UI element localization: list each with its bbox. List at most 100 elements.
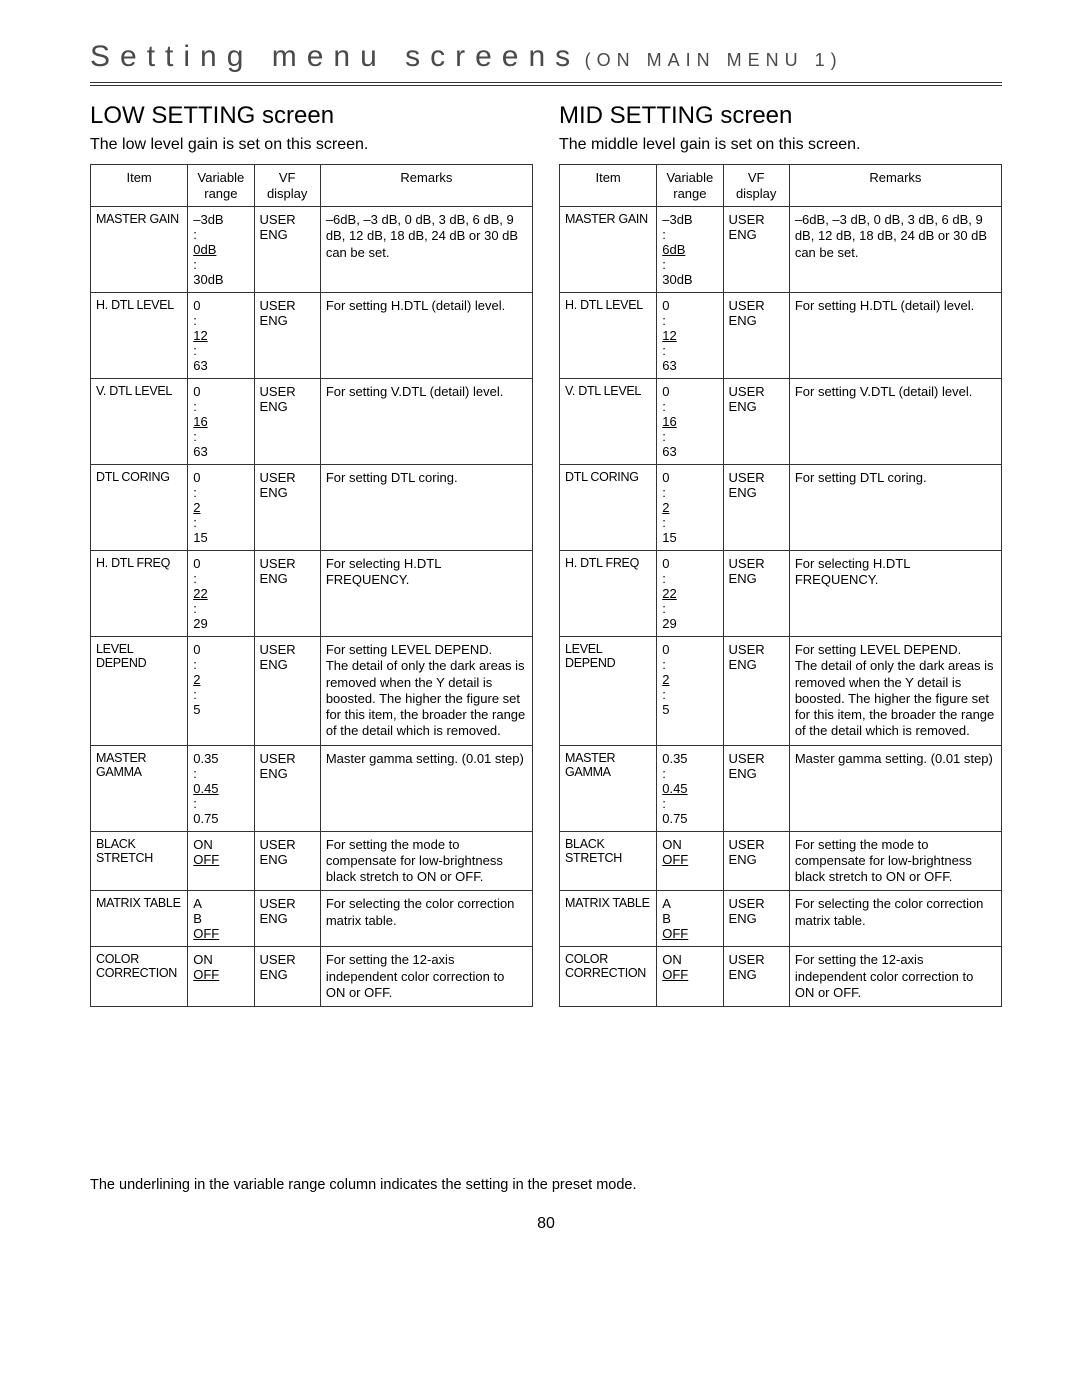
cell-remarks: For selecting the color correction matri… [789,891,1001,947]
cell-vf-display: USERENG [723,465,789,551]
table-row: LEVEL DEPEND0:2:5USERENGFor setting LEVE… [560,637,1002,746]
cell-item: DTL CORING [560,465,657,551]
cell-vf-display: USERENG [723,891,789,947]
cell-remarks: For selecting the color correction matri… [320,891,532,947]
cell-remarks: For setting LEVEL DEPEND.The detail of o… [320,637,532,746]
cell-remarks: For setting H.DTL (detail) level. [789,293,1001,379]
table-row: DTL CORING0:2:15USERENGFor setting DTL c… [560,465,1002,551]
cell-variable-range: 0.35:0.45:0.75 [657,745,723,831]
section-heading: LOW SETTING screen [90,102,533,130]
table-row: MASTER GAIN–3dB:6dB:30dBUSERENG–6dB, –3 … [560,207,1002,293]
table-row: COLOR CORRECTIONONOFFUSERENGFor setting … [91,947,533,1007]
section-desc: The middle level gain is set on this scr… [559,136,1002,154]
cell-remarks: Master gamma setting. (0.01 step) [320,745,532,831]
th-vf-display: VF display [723,165,789,207]
cell-vf-display: USERENG [723,207,789,293]
table-row: MASTER GAMMA0.35:0.45:0.75USERENGMaster … [560,745,1002,831]
cell-remarks: For setting V.DTL (detail) level. [320,379,532,465]
cell-variable-range: 0:16:63 [188,379,254,465]
cell-variable-range: 0.35:0.45:0.75 [188,745,254,831]
cell-remarks: For setting DTL coring. [320,465,532,551]
cell-variable-range: 0:2:5 [657,637,723,746]
cell-remarks: For setting the 12-axis independent colo… [789,947,1001,1007]
cell-vf-display: USERENG [254,465,320,551]
table-row: H. DTL LEVEL0:12:63USERENGFor setting H.… [560,293,1002,379]
cell-item: LEVEL DEPEND [560,637,657,746]
cell-vf-display: USERENG [254,745,320,831]
cell-vf-display: USERENG [254,551,320,637]
cell-variable-range: 0:2:5 [188,637,254,746]
cell-vf-display: USERENG [723,947,789,1007]
table-row: DTL CORING0:2:15USERENGFor setting DTL c… [91,465,533,551]
cell-variable-range: 0:2:15 [188,465,254,551]
cell-remarks: For setting LEVEL DEPEND.The detail of o… [789,637,1001,746]
page: Setting menu screens (ON MAIN MENU 1) LO… [0,0,1080,1253]
cell-item: H. DTL LEVEL [560,293,657,379]
columns: LOW SETTING screen The low level gain is… [90,102,1002,1007]
cell-item: H. DTL FREQ [91,551,188,637]
tbody-mid: MASTER GAIN–3dB:6dB:30dBUSERENG–6dB, –3 … [560,207,1002,1007]
table-row: H. DTL FREQ0:22:29USERENGFor selecting H… [560,551,1002,637]
cell-item: MASTER GAMMA [91,745,188,831]
th-vf-display: VF display [254,165,320,207]
cell-item: V. DTL LEVEL [91,379,188,465]
cell-variable-range: 0:2:15 [657,465,723,551]
cell-item: MASTER GAMMA [560,745,657,831]
cell-variable-range: 0:22:29 [657,551,723,637]
header-title-sub: (ON MAIN MENU 1) [585,50,843,70]
cell-vf-display: USERENG [254,207,320,293]
col-right: MID SETTING screen The middle level gain… [559,102,1002,1007]
cell-item: V. DTL LEVEL [560,379,657,465]
cell-item: BLACK STRETCH [560,831,657,891]
cell-vf-display: USERENG [254,379,320,465]
table-row: LEVEL DEPEND0:2:5USERENGFor setting LEVE… [91,637,533,746]
cell-variable-range: ABOFF [657,891,723,947]
cell-item: MATRIX TABLE [91,891,188,947]
table-row: BLACK STRETCHONOFFUSERENGFor setting the… [560,831,1002,891]
th-variable-range: Variable range [188,165,254,207]
section-heading: MID SETTING screen [559,102,1002,130]
cell-vf-display: USERENG [723,293,789,379]
th-remarks: Remarks [320,165,532,207]
table-row: MASTER GAMMA0.35:0.45:0.75USERENGMaster … [91,745,533,831]
cell-variable-range: ONOFF [188,831,254,891]
cell-remarks: For selecting H.DTL FREQUENCY. [789,551,1001,637]
section-desc: The low level gain is set on this screen… [90,136,533,154]
table-row: COLOR CORRECTIONONOFFUSERENGFor setting … [560,947,1002,1007]
cell-item: COLOR CORRECTION [91,947,188,1007]
cell-variable-range: ABOFF [188,891,254,947]
table-row: MATRIX TABLEABOFFUSERENGFor selecting th… [91,891,533,947]
table-row: V. DTL LEVEL0:16:63USERENGFor setting V.… [91,379,533,465]
cell-vf-display: USERENG [254,637,320,746]
cell-remarks: Master gamma setting. (0.01 step) [789,745,1001,831]
cell-vf-display: USERENG [723,637,789,746]
table-row: H. DTL LEVEL0:12:63USERENGFor setting H.… [91,293,533,379]
cell-variable-range: ONOFF [188,947,254,1007]
cell-item: LEVEL DEPEND [91,637,188,746]
th-item: Item [560,165,657,207]
cell-vf-display: USERENG [723,379,789,465]
cell-remarks: For setting the 12-axis independent colo… [320,947,532,1007]
cell-item: H. DTL LEVEL [91,293,188,379]
cell-remarks: –6dB, –3 dB, 0 dB, 3 dB, 6 dB, 9 dB, 12 … [320,207,532,293]
cell-vf-display: USERENG [723,831,789,891]
table-row: BLACK STRETCHONOFFUSERENGFor setting the… [91,831,533,891]
table-row: V. DTL LEVEL0:16:63USERENGFor setting V.… [560,379,1002,465]
cell-variable-range: –3dB:0dB:30dB [188,207,254,293]
cell-variable-range: 0:12:63 [188,293,254,379]
page-number: 80 [90,1215,1002,1233]
cell-item: H. DTL FREQ [560,551,657,637]
cell-variable-range: ONOFF [657,947,723,1007]
cell-vf-display: USERENG [254,831,320,891]
cell-variable-range: 0:16:63 [657,379,723,465]
cell-vf-display: USERENG [723,745,789,831]
settings-table-mid: Item Variable range VF display Remarks M… [559,164,1002,1007]
cell-item: MASTER GAIN [560,207,657,293]
header-title-main: Setting menu screens [90,40,580,73]
cell-remarks: For selecting H.DTL FREQUENCY. [320,551,532,637]
cell-item: BLACK STRETCH [91,831,188,891]
page-header: Setting menu screens (ON MAIN MENU 1) [90,40,1002,74]
table-header-row: Item Variable range VF display Remarks [91,165,533,207]
cell-remarks: For setting DTL coring. [789,465,1001,551]
cell-vf-display: USERENG [254,891,320,947]
